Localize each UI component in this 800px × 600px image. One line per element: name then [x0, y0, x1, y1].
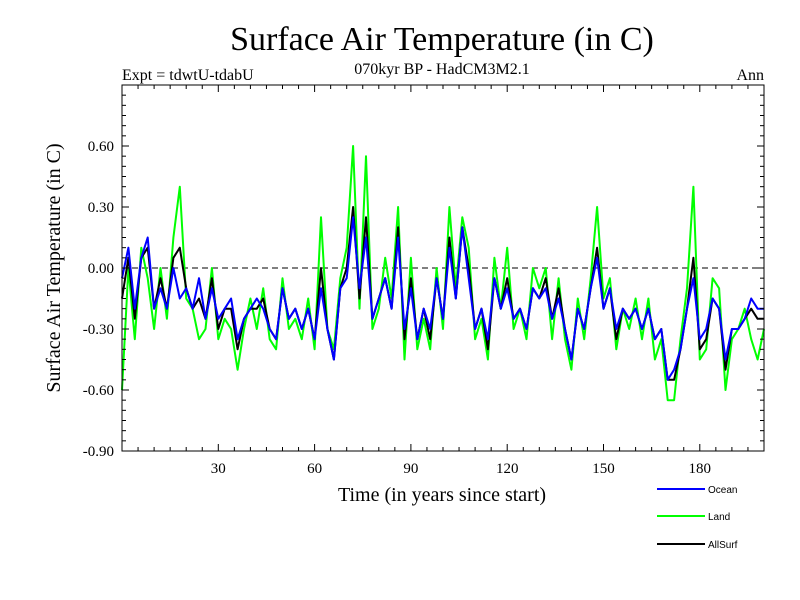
- x-tick-label: 90: [403, 461, 418, 477]
- y-tick-label: -0.30: [83, 322, 114, 338]
- x-axis-label: Time (in years since start): [338, 484, 546, 506]
- legend-label-land: Land: [708, 512, 730, 523]
- series-line-land: [121, 145, 765, 402]
- plot-frame: [121, 84, 765, 452]
- x-tick-label: 120: [496, 461, 519, 477]
- series-line-allsurf: [121, 206, 764, 381]
- y-axis-ticks: -0.90 -0.60 -0.30 0.00 0.30 0.60: [83, 84, 764, 460]
- x-tick-label: 180: [689, 461, 712, 477]
- series-group: [121, 145, 765, 402]
- chart-subtitle: 070kyr BP - HadCM3M2.1: [354, 61, 529, 78]
- y-tick-label: -0.60: [83, 383, 114, 399]
- y-tick-label: -0.90: [83, 444, 114, 460]
- y-tick-label: 0.00: [88, 261, 114, 277]
- y-tick-label: 0.60: [88, 139, 114, 155]
- legend-label-allsurf: AllSurf: [708, 540, 738, 551]
- legend-label-ocean: Ocean: [708, 485, 737, 496]
- expt-label: Expt = tdwtU-tdabU: [122, 67, 254, 84]
- series-line-ocean: [121, 216, 764, 381]
- x-axis-ticks: 30 60 90 120 150 180: [137, 85, 749, 477]
- x-tick-label: 30: [211, 461, 226, 477]
- y-axis-label: Surface Air Temperature (in C): [43, 143, 65, 392]
- y-tick-label: 0.30: [88, 200, 114, 216]
- chart-title: Surface Air Temperature (in C): [230, 21, 654, 58]
- legend: Ocean Land AllSurf: [657, 485, 738, 551]
- x-tick-label: 150: [592, 461, 615, 477]
- x-tick-label: 60: [307, 461, 322, 477]
- period-label: Ann: [736, 67, 764, 84]
